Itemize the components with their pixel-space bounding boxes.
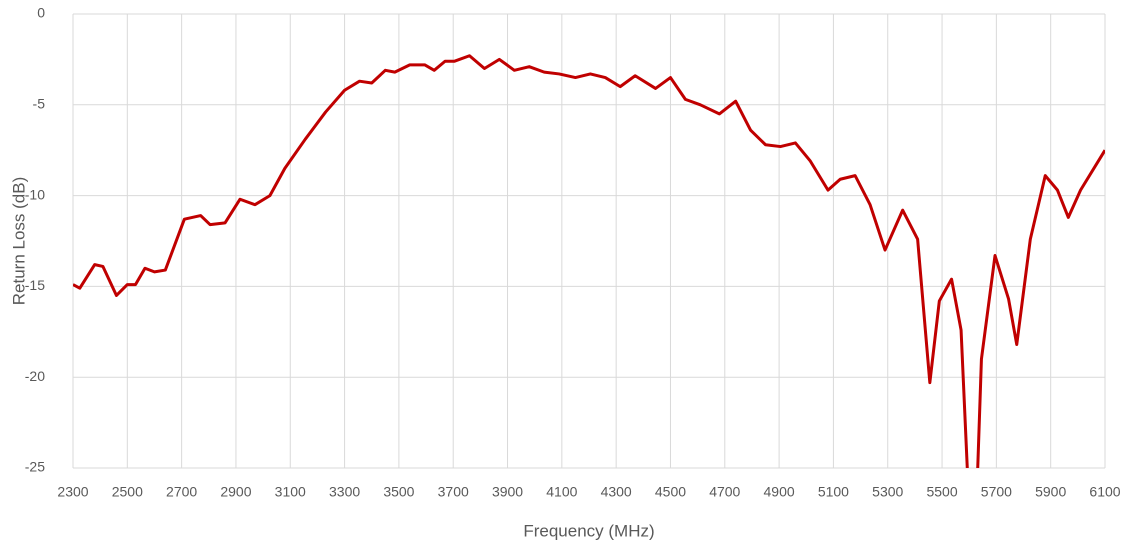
x-axis-label: Frequency (MHz) (523, 521, 654, 540)
x-tick-label: 5300 (872, 484, 903, 500)
y-tick-label: -10 (25, 186, 45, 202)
x-tick-label: 5700 (981, 484, 1012, 500)
x-tick-label: 4300 (601, 484, 632, 500)
x-tick-label: 5500 (926, 484, 957, 500)
x-tick-label: 2500 (112, 484, 143, 500)
x-tick-label: 5900 (1035, 484, 1066, 500)
x-tick-label: 4700 (709, 484, 740, 500)
x-tick-label: 2900 (220, 484, 251, 500)
x-tick-label: 2700 (166, 484, 197, 500)
y-tick-label: -20 (25, 368, 45, 384)
x-tick-label: 4900 (764, 484, 795, 500)
x-tick-label: 3100 (275, 484, 306, 500)
x-tick-label: 3500 (383, 484, 414, 500)
x-tick-label: 4500 (655, 484, 686, 500)
x-tick-label: 3700 (438, 484, 469, 500)
y-axis-label: Return Loss (dB) (9, 177, 28, 306)
x-tick-label: 4100 (546, 484, 577, 500)
x-tick-label: 6100 (1089, 484, 1120, 500)
y-tick-label: -5 (33, 96, 46, 112)
x-tick-label: 2300 (57, 484, 88, 500)
data-line (73, 54, 1105, 468)
x-tick-label: 3300 (329, 484, 360, 500)
y-tick-label: -15 (25, 277, 45, 293)
x-tick-label: 5100 (818, 484, 849, 500)
x-tick-label: 3900 (492, 484, 523, 500)
y-tick-label: -25 (25, 459, 45, 475)
y-tick-label: 0 (37, 5, 45, 21)
